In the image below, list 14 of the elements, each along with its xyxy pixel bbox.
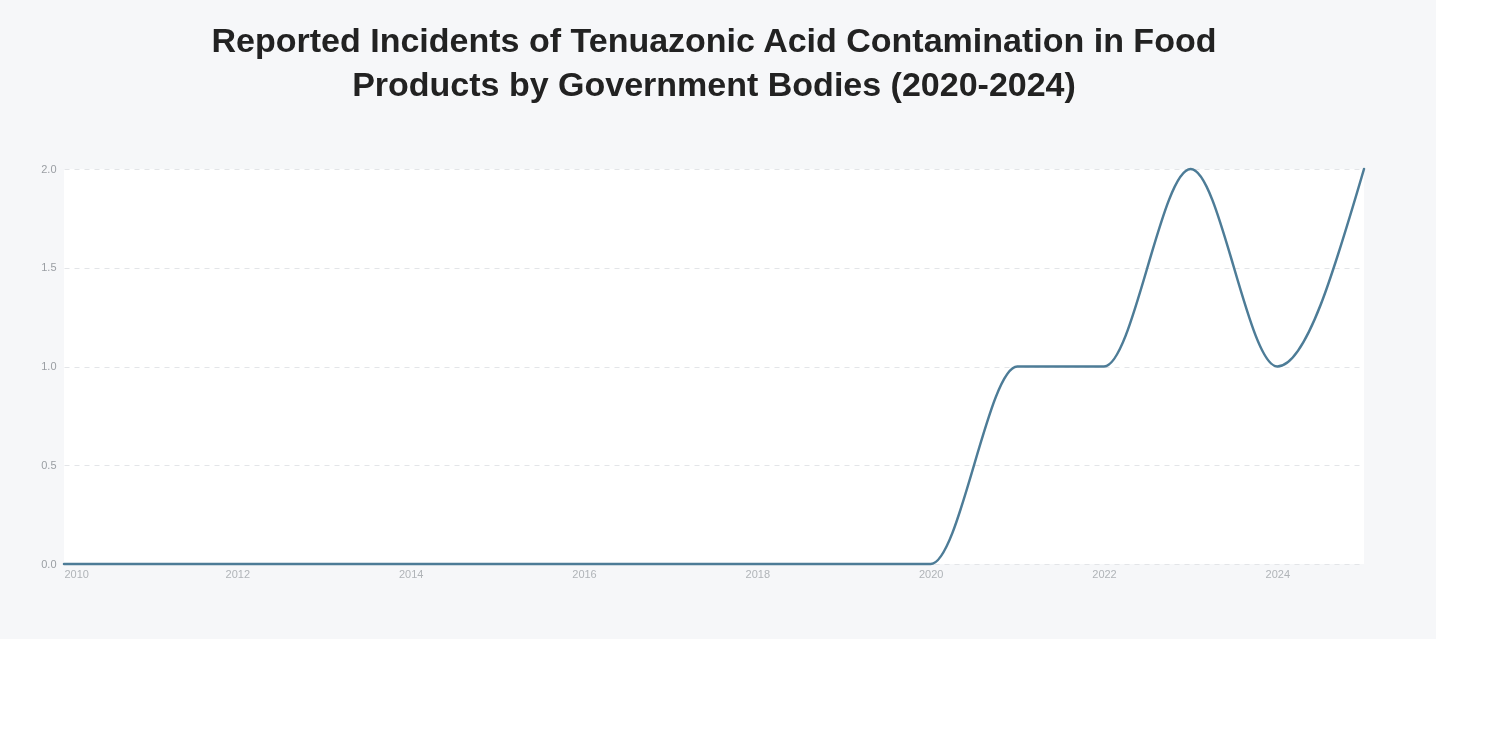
- x-tick-label: 2018: [745, 567, 771, 580]
- x-tick-label: 2010: [64, 567, 89, 580]
- y-tick-label: 0.5: [41, 458, 57, 471]
- y-tick-label: 0.0: [41, 557, 57, 570]
- x-tick-label: 2022: [1092, 567, 1117, 580]
- x-tick-label: 2016: [572, 567, 597, 580]
- y-tick-label: 1.5: [41, 261, 57, 274]
- x-tick-label: 2020: [918, 567, 944, 580]
- x-tick-label: 2014: [398, 567, 424, 580]
- x-tick-label: 2012: [225, 567, 251, 580]
- chart-title: Reported Incidents of Tenuazonic Acid Contamination in Food Products by Government Bodies (2020-2024): [211, 21, 1217, 103]
- y-tick-label: 2.0: [41, 162, 57, 175]
- y-tick-label: 1.0: [41, 360, 57, 372]
- x-tick-label: 2024: [1265, 567, 1291, 580]
